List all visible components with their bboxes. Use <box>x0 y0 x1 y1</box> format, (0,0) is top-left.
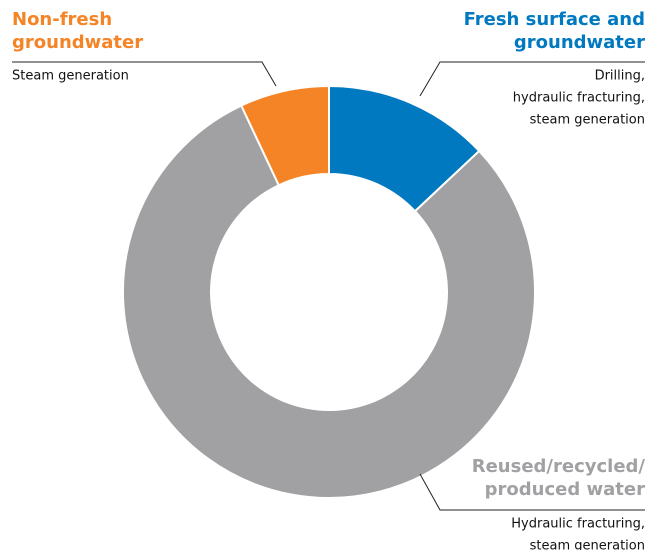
segment-label: Non-fresh <box>12 9 112 30</box>
segment-description: steam generation <box>530 113 645 128</box>
leader-line <box>12 61 277 87</box>
segment-description: Steam generation <box>12 69 129 84</box>
segment-description: Drilling, <box>595 69 645 84</box>
leader-line <box>419 61 645 97</box>
leader-line <box>419 473 645 511</box>
segment-label: Reused/recycled/ <box>472 456 646 477</box>
segment-description: Hydraulic fracturing, <box>511 517 645 532</box>
segment-description: steam generation <box>530 539 645 550</box>
segment-label: groundwater <box>514 32 645 53</box>
donut-segment <box>122 104 536 499</box>
segment-label: Fresh surface and <box>464 9 645 30</box>
donut-segment <box>239 84 330 187</box>
segment-description: hydraulic fracturing, <box>513 91 645 106</box>
segment-label: produced water <box>485 479 645 500</box>
segment-label: groundwater <box>12 32 143 53</box>
